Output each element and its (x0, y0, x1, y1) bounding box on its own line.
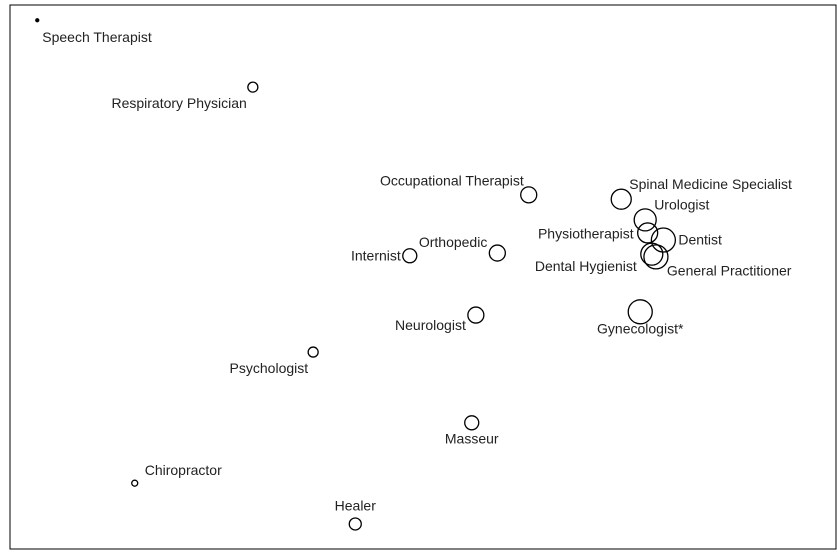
point-label: Respiratory Physician (111, 95, 246, 111)
bubble (307, 346, 319, 358)
bubble (610, 188, 632, 210)
point-label: Neurologist (395, 317, 466, 333)
point-label: Speech Therapist (42, 29, 152, 45)
point-label: Internist (351, 247, 401, 263)
bubble (643, 244, 669, 270)
point-label: Urologist (654, 197, 709, 213)
point-label: Gynecologist* (597, 321, 684, 337)
point-label: General Practitioner (667, 263, 792, 279)
bubble (402, 248, 418, 264)
bubble (35, 18, 40, 23)
point-label: Psychologist (230, 360, 309, 376)
point-label: Orthopedic (419, 234, 487, 250)
point-label: Occupational Therapist (380, 173, 524, 189)
point-label: Dental Hygienist (535, 258, 637, 274)
point-label: Healer (335, 498, 377, 514)
point-label: Masseur (445, 430, 499, 446)
point-label: Physiotherapist (538, 226, 634, 242)
bubble (633, 208, 657, 232)
bubble (488, 244, 506, 262)
bubble (131, 479, 139, 487)
bubble (640, 242, 664, 266)
point-label: Dentist (678, 232, 722, 248)
point-label: Chiropractor (145, 462, 222, 478)
bubble (650, 227, 677, 253)
plot-frame (9, 4, 837, 550)
bubble (467, 306, 485, 324)
point-label: Spinal Medicine Specialist (629, 176, 792, 192)
bubble (627, 299, 653, 325)
bubble (637, 222, 659, 244)
bubble (464, 415, 480, 431)
bubble (247, 81, 259, 93)
bubble (348, 517, 362, 531)
bubble (520, 186, 538, 204)
